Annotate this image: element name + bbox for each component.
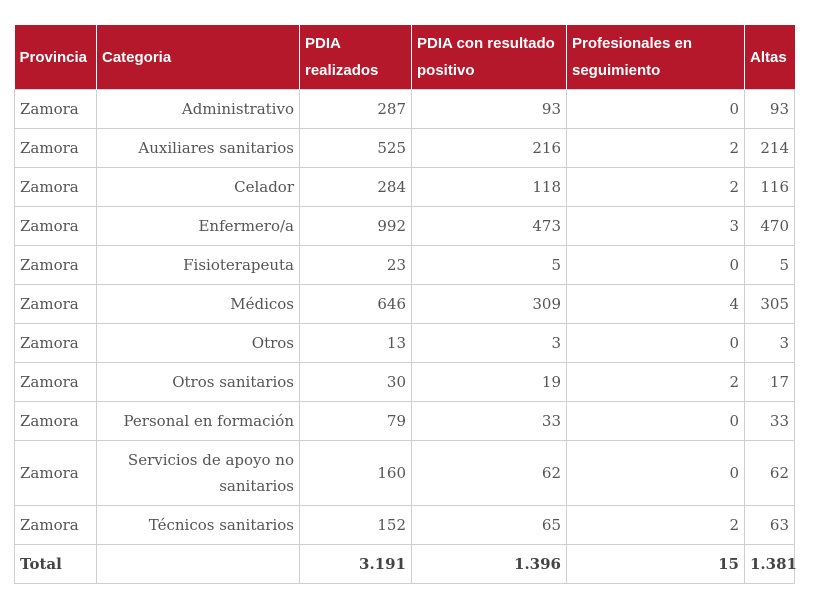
cell-provincia: Zamora xyxy=(14,323,97,363)
cell-provincia: Zamora xyxy=(14,206,97,246)
table-row: Zamora Enfermero/a 992 473 3 470 xyxy=(14,206,795,246)
header-profesionales-seguimiento: Profesionales en seguimiento xyxy=(566,25,745,90)
cell-pdia-positivo: 62 xyxy=(411,440,567,506)
total-altas: 1.381 xyxy=(744,544,797,584)
cell-altas: 214 xyxy=(744,128,795,168)
header-pdia-positivo: PDIA con resultado positivo xyxy=(411,25,567,90)
cell-altas: 305 xyxy=(744,284,795,324)
cell-pdia-realizados: 79 xyxy=(299,401,412,441)
cell-seguimiento: 2 xyxy=(566,167,745,207)
total-pdia-realizados: 3.191 xyxy=(299,544,412,584)
cell-seguimiento: 4 xyxy=(566,284,745,324)
cell-pdia-realizados: 992 xyxy=(299,206,412,246)
cell-provincia: Zamora xyxy=(14,89,97,129)
cell-seguimiento: 0 xyxy=(566,440,745,506)
cell-pdia-positivo: 3 xyxy=(411,323,567,363)
cell-altas: 33 xyxy=(744,401,795,441)
header-categoria: Categoria xyxy=(96,25,300,90)
cell-pdia-realizados: 13 xyxy=(299,323,412,363)
cell-pdia-realizados: 646 xyxy=(299,284,412,324)
cell-provincia: Zamora xyxy=(14,505,97,545)
cell-seguimiento: 2 xyxy=(566,505,745,545)
table-row: Zamora Personal en formación 79 33 0 33 xyxy=(14,401,795,441)
cell-altas: 5 xyxy=(744,245,795,285)
cell-seguimiento: 0 xyxy=(566,89,745,129)
table-row: Zamora Servicios de apoyo no sanitarios … xyxy=(14,440,795,506)
table-row: Zamora Otros 13 3 0 3 xyxy=(14,323,795,363)
table-row: Zamora Administrativo 287 93 0 93 xyxy=(14,89,795,129)
data-table-container: Provincia Categoria PDIA realizados PDIA… xyxy=(14,25,797,584)
table-row: Zamora Otros sanitarios 30 19 2 17 xyxy=(14,362,795,402)
total-row: Total 3.191 1.396 15 1.381 xyxy=(14,544,797,584)
cell-altas: 93 xyxy=(744,89,795,129)
cell-categoria: Servicios de apoyo no sanitarios xyxy=(96,440,300,506)
cell-categoria: Celador xyxy=(96,167,300,207)
cell-seguimiento: 0 xyxy=(566,245,745,285)
cell-seguimiento: 2 xyxy=(566,128,745,168)
total-pdia-positivo: 1.396 xyxy=(411,544,567,584)
cell-provincia: Zamora xyxy=(14,128,97,168)
cell-categoria: Otros sanitarios xyxy=(96,362,300,402)
total-label: Total xyxy=(14,544,97,584)
table-row: Zamora Técnicos sanitarios 152 65 2 63 xyxy=(14,505,795,545)
cell-categoria: Técnicos sanitarios xyxy=(96,505,300,545)
cell-seguimiento: 3 xyxy=(566,206,745,246)
total-categoria xyxy=(96,544,300,584)
cell-seguimiento: 2 xyxy=(566,362,745,402)
cell-provincia: Zamora xyxy=(14,362,97,402)
header-row: Provincia Categoria PDIA realizados PDIA… xyxy=(14,25,795,90)
header-provincia: Provincia xyxy=(14,25,97,90)
cell-pdia-positivo: 5 xyxy=(411,245,567,285)
header-pdia-realizados: PDIA realizados xyxy=(299,25,412,90)
cell-provincia: Zamora xyxy=(14,401,97,441)
cell-provincia: Zamora xyxy=(14,284,97,324)
cell-categoria: Otros xyxy=(96,323,300,363)
cell-pdia-positivo: 33 xyxy=(411,401,567,441)
cell-pdia-realizados: 30 xyxy=(299,362,412,402)
cell-altas: 17 xyxy=(744,362,795,402)
cell-pdia-positivo: 19 xyxy=(411,362,567,402)
cell-categoria: Enfermero/a xyxy=(96,206,300,246)
header-altas: Altas xyxy=(744,25,795,90)
cell-provincia: Zamora xyxy=(14,167,97,207)
cell-pdia-positivo: 65 xyxy=(411,505,567,545)
table-row: Zamora Médicos 646 309 4 305 xyxy=(14,284,795,324)
table-row: Zamora Fisioterapeuta 23 5 0 5 xyxy=(14,245,795,285)
cell-categoria: Auxiliares sanitarios xyxy=(96,128,300,168)
cell-pdia-realizados: 160 xyxy=(299,440,412,506)
cell-pdia-positivo: 216 xyxy=(411,128,567,168)
cell-altas: 116 xyxy=(744,167,795,207)
table-header: Provincia Categoria PDIA realizados PDIA… xyxy=(14,25,795,90)
cell-seguimiento: 0 xyxy=(566,401,745,441)
cell-pdia-realizados: 525 xyxy=(299,128,412,168)
cell-seguimiento: 0 xyxy=(566,323,745,363)
cell-categoria: Personal en formación xyxy=(96,401,300,441)
cell-pdia-positivo: 93 xyxy=(411,89,567,129)
pdia-table: Provincia Categoria PDIA realizados PDIA… xyxy=(14,25,797,584)
cell-provincia: Zamora xyxy=(14,245,97,285)
cell-categoria: Médicos xyxy=(96,284,300,324)
cell-pdia-realizados: 23 xyxy=(299,245,412,285)
cell-pdia-positivo: 473 xyxy=(411,206,567,246)
table-row: Zamora Auxiliares sanitarios 525 216 2 2… xyxy=(14,128,795,168)
table-row: Zamora Celador 284 118 2 116 xyxy=(14,167,795,207)
total-seguimiento: 15 xyxy=(566,544,745,584)
cell-altas: 63 xyxy=(744,505,795,545)
cell-provincia: Zamora xyxy=(14,440,97,506)
cell-pdia-positivo: 118 xyxy=(411,167,567,207)
cell-altas: 3 xyxy=(744,323,795,363)
table-body: Zamora Administrativo 287 93 0 93 Zamora… xyxy=(14,89,797,584)
cell-pdia-positivo: 309 xyxy=(411,284,567,324)
cell-altas: 62 xyxy=(744,440,795,506)
cell-pdia-realizados: 152 xyxy=(299,505,412,545)
cell-pdia-realizados: 287 xyxy=(299,89,412,129)
cell-pdia-realizados: 284 xyxy=(299,167,412,207)
cell-categoria: Administrativo xyxy=(96,89,300,129)
cell-altas: 470 xyxy=(744,206,795,246)
cell-categoria: Fisioterapeuta xyxy=(96,245,300,285)
